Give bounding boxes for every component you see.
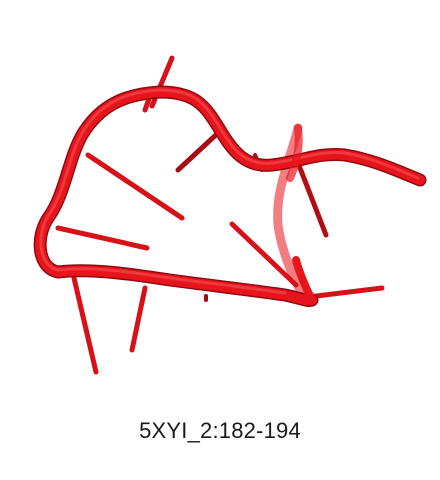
base-stick (229, 221, 299, 288)
backbone-tube (33, 85, 427, 307)
base-stick (297, 165, 329, 238)
front-strand (286, 124, 316, 304)
rna-cartoon-svg (33, 55, 427, 375)
base-stick (175, 130, 221, 173)
structure-label: 5XYI_2:182-194 (139, 418, 301, 443)
base-stick (55, 225, 150, 251)
back-strand (273, 123, 310, 305)
base-stick (129, 285, 148, 353)
rna-structure-render (33, 55, 427, 375)
base-stick (85, 152, 185, 221)
base-stick (71, 275, 99, 375)
